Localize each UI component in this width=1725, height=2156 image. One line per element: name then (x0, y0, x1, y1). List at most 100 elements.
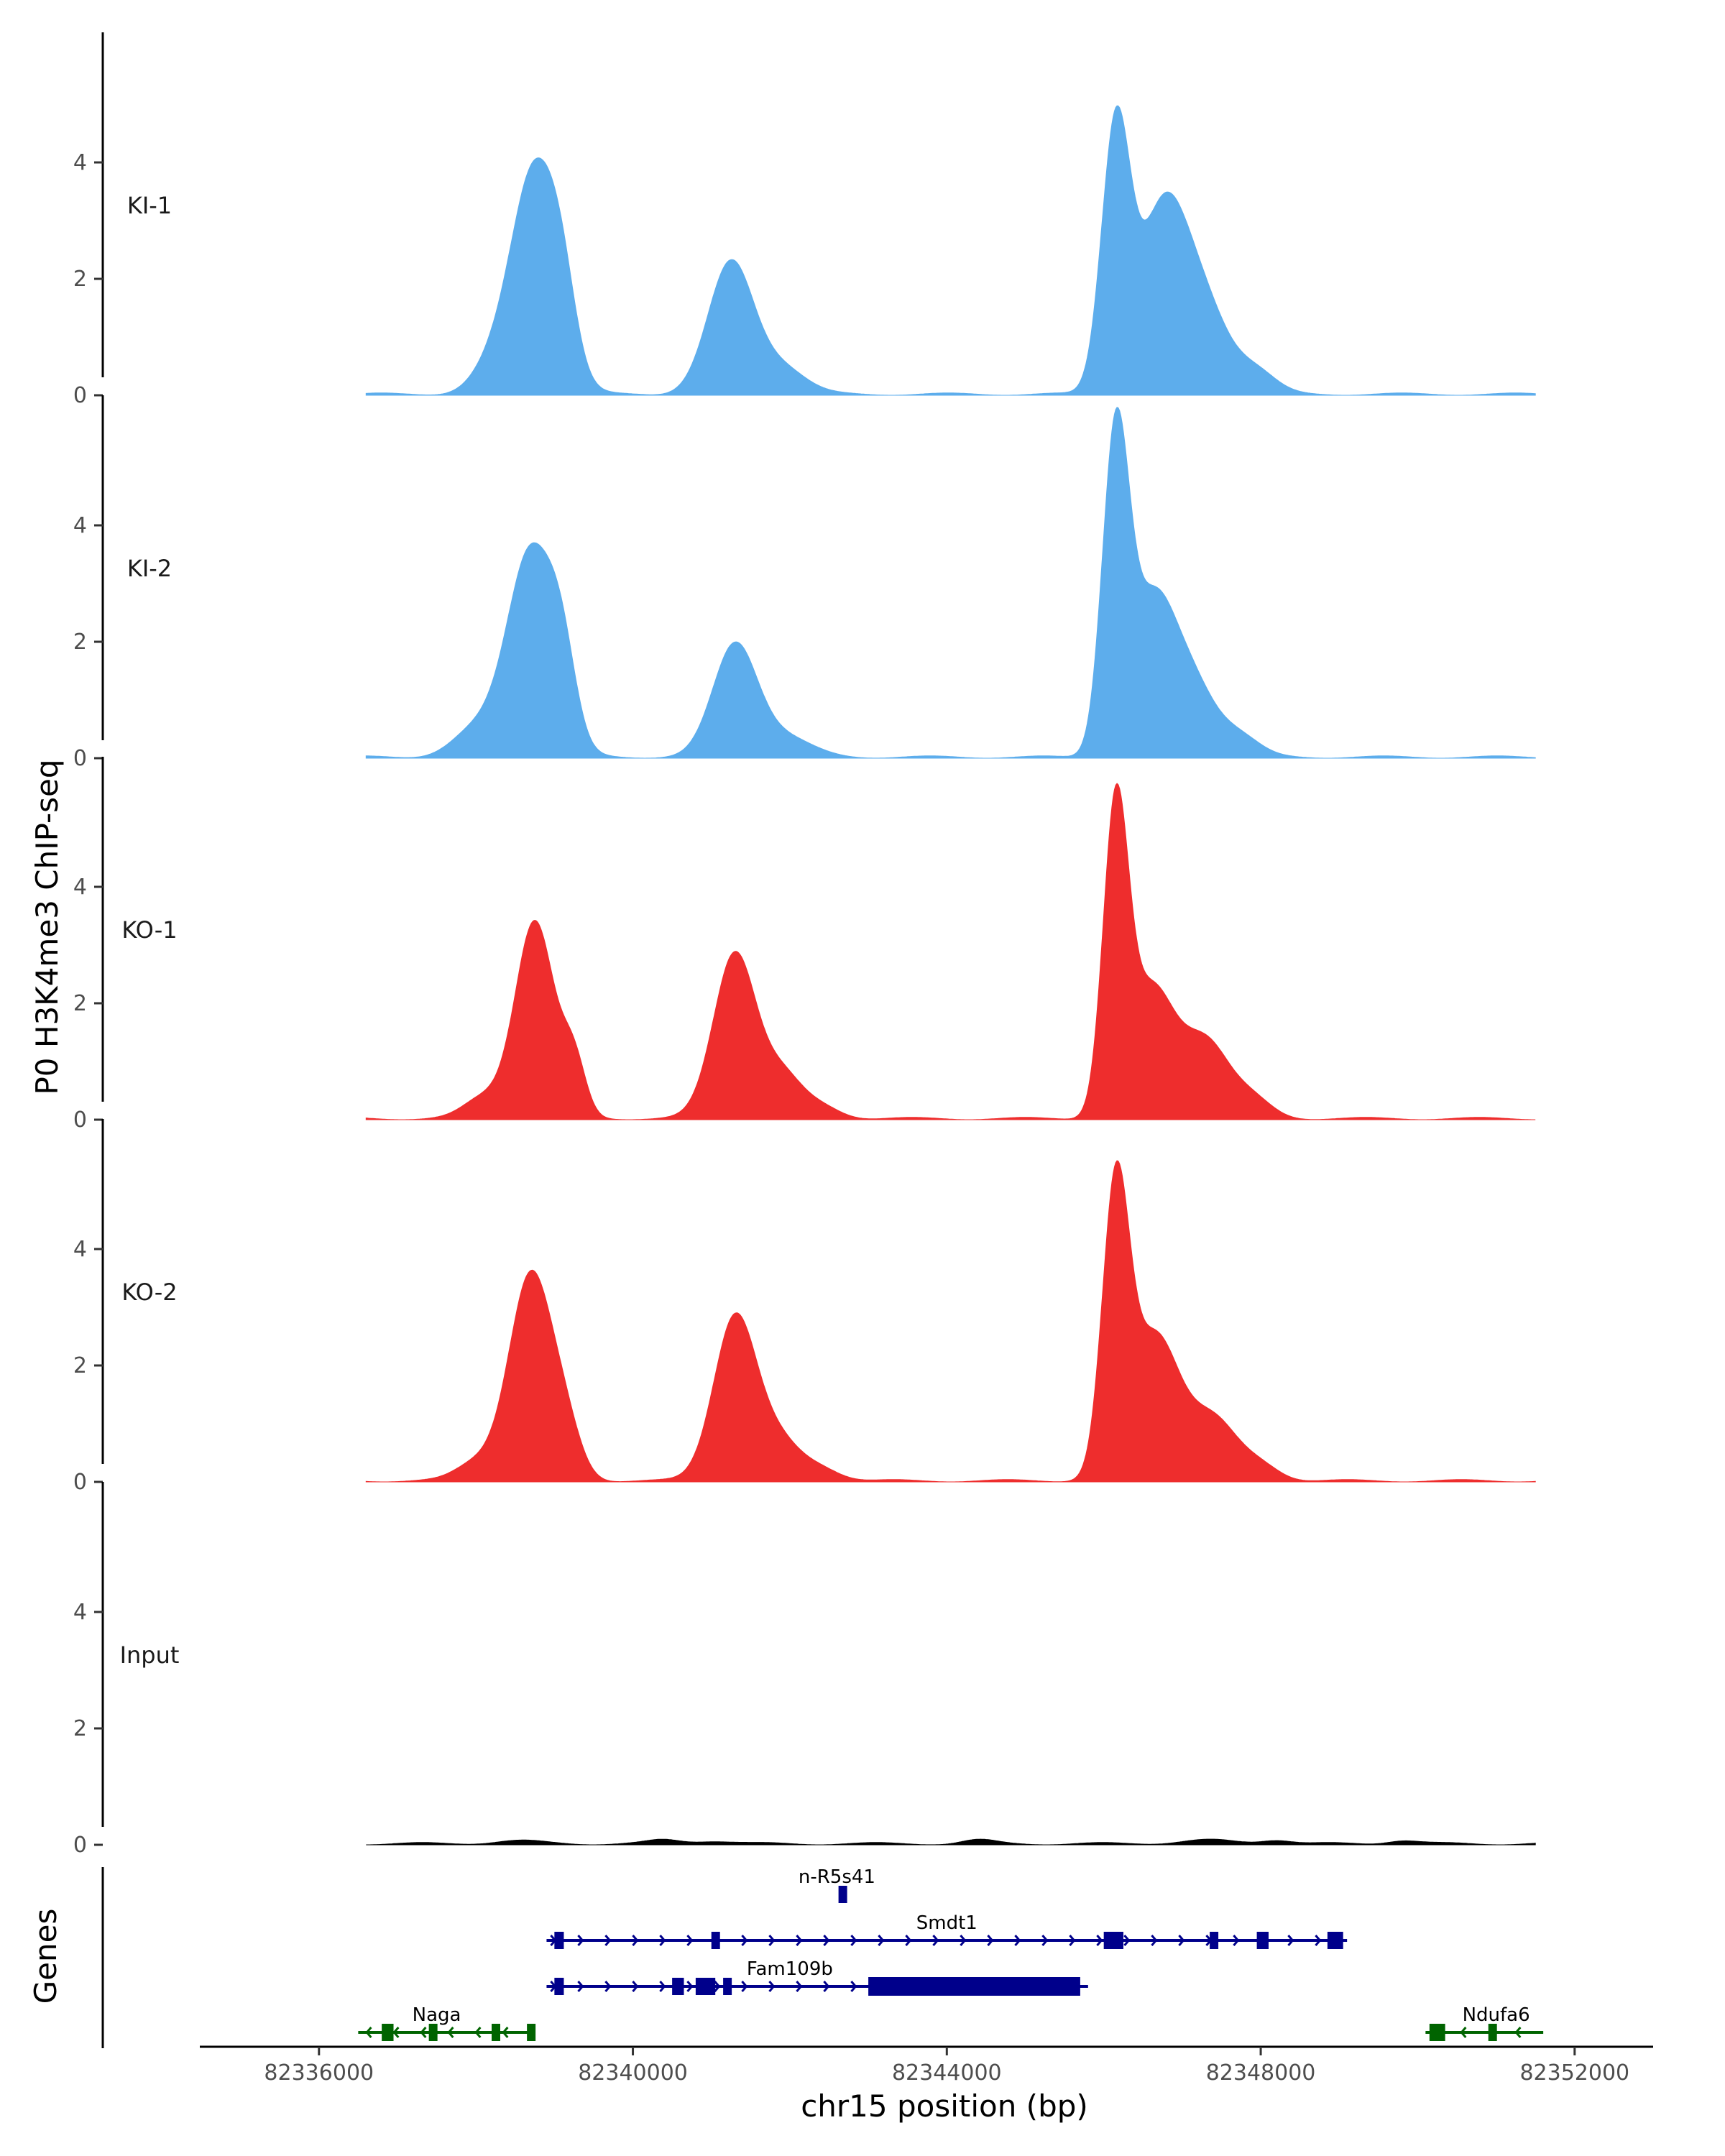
gene-smdt1-strand-arrow (1069, 1935, 1076, 1946)
gene-naga-strand-arrow (420, 2027, 427, 2038)
y-tick-label: 4 (73, 150, 87, 175)
gene-smdt1-strand-arrow (1178, 1935, 1185, 1946)
coverage-area-ko-2 (365, 1160, 1536, 1483)
gene-fam109b-strand-arrow (577, 1981, 584, 1992)
y-tick-label: 2 (73, 991, 87, 1016)
gene-smdt1-strand-arrow (1041, 1935, 1049, 1946)
y-tick-label: 0 (73, 1107, 87, 1133)
gene-fam109b-strand-arrow (768, 1981, 776, 1992)
track-label-ki-1: KI-1 (127, 192, 172, 219)
x-tick-label: 82344000 (892, 2060, 1002, 2086)
y-tick-label: 0 (73, 1470, 87, 1495)
gene-ndufa6-strand-arrow (1460, 2027, 1467, 2038)
y-tick-label: 4 (73, 1237, 87, 1262)
gene-naga-strand-arrow (502, 2027, 509, 2038)
gene-smdt1-exon (711, 1932, 720, 1949)
gene-ndufa6-exon (1488, 2024, 1497, 2041)
gene-smdt1-strand-arrow (850, 1935, 857, 1946)
gene-smdt1-exon (554, 1932, 564, 1949)
gene-n-r5s41-exon (838, 1886, 847, 1903)
gene-ndufa6-label: Ndufa6 (1463, 2004, 1530, 2026)
track-label-ki-2: KI-2 (127, 555, 172, 582)
gene-smdt1-strand-arrow (905, 1935, 912, 1946)
coverage-area-input (366, 1838, 1536, 1846)
y-axis-title: P0 H3K4me3 ChIP-seq (29, 759, 65, 1095)
gene-smdt1-strand-arrow (1123, 1935, 1131, 1946)
gene-smdt1-strand-arrow (659, 1935, 666, 1946)
gene-naga-strand-arrow (447, 2027, 454, 2038)
gene-smdt1-exon (1210, 1932, 1219, 1949)
gene-smdt1-exon (1327, 1932, 1343, 1949)
gene-smdt1-strand-arrow (932, 1935, 939, 1946)
gene-smdt1-label: Smdt1 (916, 1912, 978, 1934)
gene-smdt1-exon (1103, 1932, 1123, 1949)
gene-fam109b-strand-arrow (714, 1981, 721, 1992)
x-axis-title: chr15 position (bp) (801, 2088, 1088, 2124)
gene-ndufa6-exon (1429, 2024, 1445, 2041)
y-tick-label: 2 (73, 630, 87, 655)
gene-smdt1-strand-arrow (960, 1935, 967, 1946)
gene-fam109b-strand-arrow (632, 1981, 639, 1992)
gene-naga-exon (428, 2024, 438, 2041)
gene-smdt1-strand-arrow (1287, 1935, 1294, 1946)
gene-fam109b-strand-arrow (823, 1981, 830, 1992)
gene-smdt1-strand-arrow (741, 1935, 748, 1946)
gene-smdt1-exon (1256, 1932, 1269, 1949)
gene-smdt1-strand-arrow (796, 1935, 803, 1946)
gene-fam109b-strand-arrow (796, 1981, 803, 1992)
gene-naga-exon (527, 2024, 536, 2041)
y-tick-label: 4 (73, 875, 87, 900)
gene-smdt1-strand-arrow (686, 1935, 694, 1946)
gene-fam109b-strand-arrow (659, 1981, 666, 1992)
gene-smdt1-strand-arrow (878, 1935, 885, 1946)
gene-naga-label: Naga (413, 2004, 461, 2026)
gene-smdt1-strand-arrow (632, 1935, 639, 1946)
gene-smdt1-strand-arrow (823, 1935, 830, 1946)
genes-track-title: Genes (28, 1909, 63, 2004)
gene-naga-strand-arrow (392, 2027, 400, 2038)
coverage-area-ki-2 (365, 407, 1536, 759)
gene-fam109b-exon (695, 1978, 716, 1995)
x-tick-label: 82336000 (264, 2060, 374, 2086)
gene-n-r5s41-label: n-R5s41 (799, 1866, 875, 1888)
gene-fam109b-strand-arrow (850, 1981, 857, 1992)
gene-fam109b-exon (672, 1978, 684, 1995)
gene-smdt1-strand-arrow (1151, 1935, 1158, 1946)
gene-fam109b-strand-arrow (686, 1981, 694, 1992)
gene-smdt1-strand-arrow (1014, 1935, 1021, 1946)
y-tick-label: 2 (73, 1716, 87, 1741)
y-tick-label: 0 (73, 383, 87, 408)
y-tick-label: 0 (73, 1833, 87, 1858)
gene-smdt1-strand-arrow (987, 1935, 994, 1946)
x-tick-label: 82348000 (1206, 2060, 1316, 2086)
y-tick-label: 4 (73, 1600, 87, 1625)
gene-smdt1-strand-arrow (1233, 1935, 1240, 1946)
y-tick-label: 0 (73, 746, 87, 771)
gene-ndufa6-strand-arrow (1514, 2027, 1522, 2038)
gene-fam109b-exon (868, 1977, 1080, 1996)
gene-fam109b-strand-arrow (604, 1981, 612, 1992)
track-label-ko-1: KO-1 (121, 916, 177, 944)
gene-naga-strand-arrow (365, 2027, 372, 2038)
coverage-area-ki-1 (365, 105, 1536, 396)
gene-fam109b-strand-arrow (741, 1981, 748, 1992)
gene-smdt1-strand-arrow (768, 1935, 776, 1946)
x-tick-label: 82340000 (578, 2060, 688, 2086)
coverage-area-ko-1 (365, 783, 1536, 1120)
gene-smdt1-strand-arrow (577, 1935, 584, 1946)
gene-naga-exon (382, 2024, 394, 2041)
gene-fam109b-exon (554, 1978, 564, 1995)
x-tick-label: 82352000 (1519, 2060, 1629, 2086)
gene-naga-strand-arrow (474, 2027, 482, 2038)
gene-fam109b-label: Fam109b (747, 1958, 833, 1980)
gene-smdt1-strand-arrow (1315, 1935, 1322, 1946)
track-label-input: Input (120, 1641, 180, 1669)
gene-fam109b-exon (723, 1978, 732, 1995)
y-tick-label: 2 (73, 1353, 87, 1378)
gene-smdt1-strand-arrow (604, 1935, 612, 1946)
gene-smdt1-strand-arrow (1096, 1935, 1103, 1946)
gene-naga-exon (492, 2024, 500, 2041)
y-tick-label: 4 (73, 513, 87, 538)
y-tick-label: 2 (73, 267, 87, 292)
